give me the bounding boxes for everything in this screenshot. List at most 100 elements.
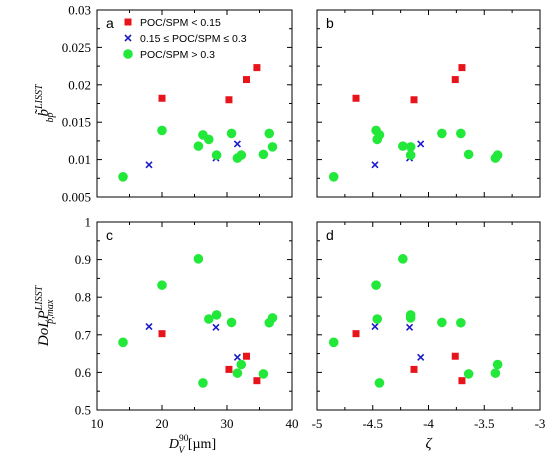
- data-point-cross: [371, 322, 379, 331]
- data-point-circle: [193, 141, 204, 151]
- x-tick-label: -5: [312, 416, 323, 431]
- data-point-square: [458, 64, 466, 72]
- data-point-circle: [157, 125, 167, 136]
- data-point-cross: [405, 323, 414, 331]
- data-point-circle: [328, 172, 339, 182]
- data-point-square: [158, 94, 166, 102]
- y-tick-label: 1: [85, 215, 92, 230]
- data-point-circle: [492, 359, 503, 370]
- y-axis-label: DoLPLISSTp,max: [34, 284, 56, 347]
- data-point-circle: [118, 172, 128, 182]
- data-point-cross: [417, 140, 425, 148]
- y-axis-label-main: DoLP: [36, 310, 52, 347]
- legend-label: 0.15 ≤ POC/SPM ≤ 0.3: [140, 33, 247, 45]
- data-point-cross: [233, 140, 241, 148]
- data-point-circle: [204, 134, 214, 145]
- data-point-circle: [372, 314, 383, 324]
- y-tick-label: 0.01: [68, 152, 91, 167]
- x-axis-label: D90 V [µm]: [168, 434, 216, 456]
- x-axis-label-unit: [µm]: [184, 437, 216, 452]
- data-point-circle: [437, 317, 447, 328]
- y-tick-label: 0.03: [68, 3, 91, 18]
- data-point-square: [158, 330, 166, 338]
- panel-letter: d: [326, 227, 334, 243]
- y-tick-label: 0.5: [75, 403, 91, 418]
- data-point-square: [410, 96, 418, 104]
- x-tick-label: 40: [286, 416, 299, 431]
- data-point-circle: [405, 142, 416, 152]
- data-point-circle: [232, 368, 243, 378]
- y-tick-label: 0.02: [68, 77, 91, 92]
- y-axis-label-sup: LISST: [34, 83, 45, 110]
- data-point-circle: [226, 317, 237, 328]
- x-tick-label: 10: [91, 416, 104, 431]
- data-point-square: [253, 64, 261, 72]
- x-tick-label: -3.5: [474, 416, 495, 431]
- data-point-circle: [258, 369, 269, 379]
- y-tick-label: 0.9: [75, 252, 91, 267]
- data-point-circle: [118, 337, 128, 348]
- chart-legend: POC/SPM < 0.15 0.15 ≤ POC/SPM ≤ 0.3 POC/SP…: [123, 17, 247, 61]
- data-point-circle: [204, 314, 214, 324]
- data-point-cross: [417, 353, 425, 361]
- data-point-circle: [405, 150, 416, 160]
- data-point-circle: [492, 150, 503, 160]
- data-point-circle: [198, 378, 208, 388]
- data-point-circle: [398, 141, 408, 151]
- data-point-cross: [371, 161, 379, 169]
- data-point-circle: [226, 128, 237, 139]
- data-point-square: [451, 76, 459, 84]
- data-point-circle: [456, 128, 466, 139]
- legend-marker-square: [124, 18, 132, 26]
- data-point-circle: [463, 369, 474, 379]
- y-axis-label-sub: p,max: [45, 299, 56, 325]
- data-point-circle: [258, 149, 269, 160]
- x-tick-label: -3: [535, 416, 546, 431]
- data-point-cross: [212, 323, 220, 331]
- data-point-square: [410, 365, 418, 373]
- x-tick-label: 20: [156, 416, 169, 431]
- data-point-square: [225, 96, 233, 104]
- x-axis-label-sub: V: [179, 446, 186, 456]
- data-point-square: [225, 365, 233, 373]
- panel-d: -5 -4.5 -4 -3.5 -3 d ζ: [312, 221, 546, 452]
- y-tick-label: 0.7: [75, 327, 92, 342]
- data-point-circle: [264, 128, 275, 139]
- data-point-circle: [157, 280, 167, 290]
- data-point-circle: [490, 368, 501, 378]
- data-point-circle: [267, 142, 278, 152]
- data-point-square: [352, 94, 360, 102]
- data-point-circle: [236, 150, 247, 160]
- legend-label: POC/SPM > 0.3: [140, 49, 215, 61]
- y-tick-label: 0.025: [62, 40, 91, 55]
- panel-c: 10 20 30 400.50.60.70.80.91cDoLPLISSTp,maxD…: [34, 215, 299, 457]
- x-tick-label: -4.5: [362, 416, 383, 431]
- y-tick-label: 0.005: [62, 190, 91, 205]
- data-point-square: [451, 352, 459, 360]
- y-tick-label: 0.8: [75, 290, 91, 305]
- data-point-circle: [267, 313, 278, 323]
- data-point-circle: [372, 134, 383, 145]
- x-tick-label: 30: [221, 416, 234, 431]
- legend-marker-circle: [123, 49, 133, 59]
- legend-marker-cross: [124, 34, 132, 42]
- data-point-cross: [233, 353, 241, 361]
- x-tick-label: -4: [423, 416, 434, 431]
- data-point-circle: [374, 378, 385, 388]
- y-tick-label: 0.6: [75, 365, 92, 380]
- data-point-circle: [371, 280, 381, 290]
- data-point-square: [243, 76, 250, 84]
- panel-letter: c: [106, 227, 113, 243]
- data-point-cross: [145, 161, 153, 169]
- x-axis-label: ζ: [425, 436, 432, 452]
- x-axis-label-main: D: [168, 437, 179, 452]
- data-point-circle: [211, 310, 222, 320]
- panel-b: b: [316, 9, 541, 198]
- y-tick-label: 0.015: [62, 115, 91, 130]
- data-point-circle: [398, 254, 408, 264]
- data-point-circle: [211, 150, 222, 160]
- y-axis-label-sup: LISST: [34, 284, 45, 311]
- data-point-circle: [328, 337, 339, 348]
- data-point-square: [352, 330, 360, 338]
